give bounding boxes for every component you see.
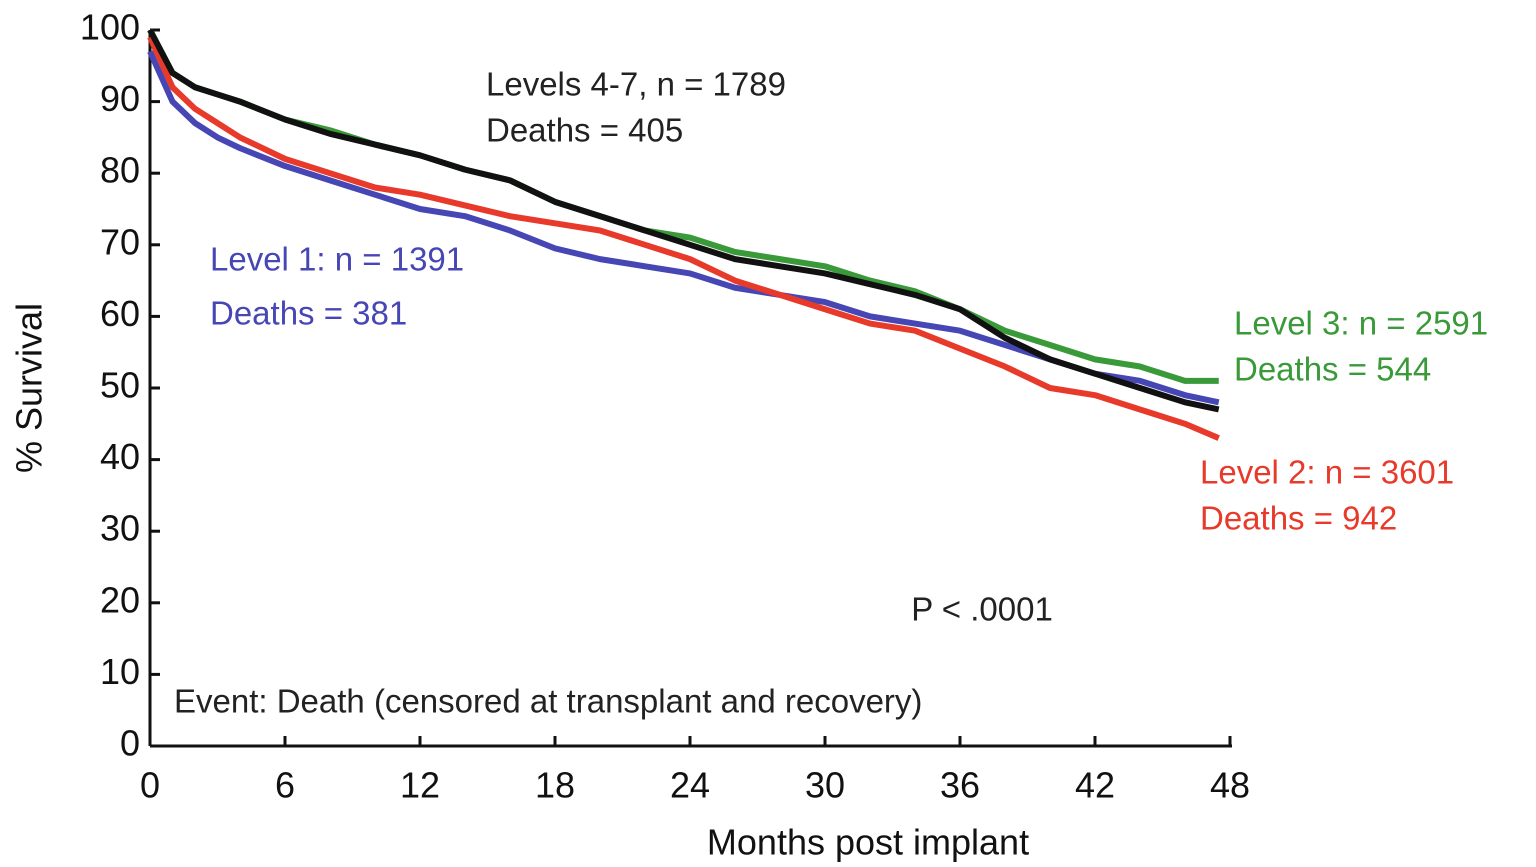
x-tick-label: 18	[535, 765, 575, 806]
annotation: Levels 4-7, n = 1789	[486, 66, 786, 103]
y-tick-label: 80	[100, 150, 140, 191]
annotation: Level 2: n = 3601	[1200, 454, 1454, 491]
y-tick-label: 10	[100, 651, 140, 692]
y-tick-label: 100	[80, 7, 140, 48]
y-axis-label: % Survival	[9, 303, 50, 473]
annotation: Deaths = 942	[1200, 500, 1397, 537]
survival-line	[147, 28, 1220, 413]
x-tick-label: 0	[140, 765, 160, 806]
survival-line	[147, 35, 1220, 441]
annotation: Deaths = 405	[486, 112, 683, 149]
y-tick-label: 0	[120, 723, 140, 764]
x-tick-label: 30	[805, 765, 845, 806]
x-tick-label: 24	[670, 765, 710, 806]
y-tick-label: 90	[100, 78, 140, 119]
annotation: P < .0001	[911, 591, 1053, 628]
annotation: Level 1: n = 1391	[210, 241, 464, 278]
annotation: Deaths = 544	[1234, 351, 1431, 388]
y-tick-label: 60	[100, 293, 140, 334]
x-axis-label: Months post implant	[707, 822, 1029, 863]
annotation: Event: Death (censored at transplant and…	[174, 683, 922, 720]
x-tick-label: 6	[275, 765, 295, 806]
y-tick-label: 50	[100, 365, 140, 406]
x-tick-label: 42	[1075, 765, 1115, 806]
x-tick-label: 48	[1210, 765, 1250, 806]
annotation: Deaths = 381	[210, 295, 407, 332]
y-tick-label: 30	[100, 508, 140, 549]
y-tick-label: 70	[100, 221, 140, 262]
y-tick-label: 40	[100, 436, 140, 477]
annotation: Level 3: n = 2591	[1234, 305, 1488, 342]
y-tick-label: 20	[100, 579, 140, 620]
x-tick-label: 36	[940, 765, 980, 806]
x-tick-label: 12	[400, 765, 440, 806]
